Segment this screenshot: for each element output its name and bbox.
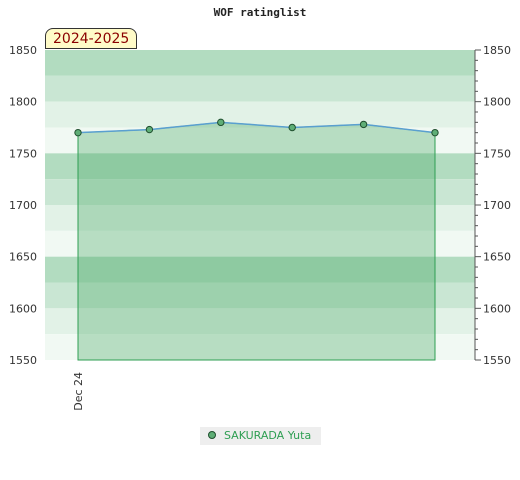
background-band xyxy=(45,256,475,283)
y-tick-label-right: 1800 xyxy=(483,96,511,109)
y-tick-label-left: 1700 xyxy=(9,199,37,212)
background-band xyxy=(45,127,475,154)
data-point xyxy=(359,120,368,129)
y-tick-label-left: 1800 xyxy=(9,96,37,109)
y-tick-label-right: 1700 xyxy=(483,199,511,212)
y-tick-label-left: 1550 xyxy=(9,354,37,367)
background-band xyxy=(45,230,475,257)
legend-series-label: SAKURADA Yuta xyxy=(224,429,312,442)
x-tick-label: Dec 24 xyxy=(72,372,85,411)
marks-layer xyxy=(74,118,439,137)
legend-marker-icon xyxy=(208,431,216,439)
y-tick-label-left: 1850 xyxy=(9,44,37,57)
background-band xyxy=(45,101,475,128)
data-point xyxy=(217,118,225,127)
background-band xyxy=(45,153,475,180)
season-tag: 2024-2025 xyxy=(45,28,138,49)
data-point xyxy=(74,128,82,137)
axes-layer: 1550 1550 1600 1600 1650 1650 1700 1700 1750 1750… xyxy=(9,44,511,411)
y-tick-label-left: 1750 xyxy=(9,147,37,160)
y-tick-label-right: 1750 xyxy=(483,147,511,160)
data-point xyxy=(288,123,296,132)
y-tick-label-right: 1650 xyxy=(483,251,511,264)
y-tick-label-right: 1600 xyxy=(483,302,511,315)
data-point xyxy=(431,128,439,137)
background-band xyxy=(45,334,475,360)
area-layer xyxy=(77,121,436,361)
y-tick-label-left: 1600 xyxy=(9,302,37,315)
y-tick-label-right: 1850 xyxy=(483,44,511,57)
background-band xyxy=(45,179,475,205)
data-point xyxy=(145,125,154,134)
background-bands xyxy=(45,50,475,360)
legend: SAKURADA Yuta xyxy=(200,427,321,445)
background-band xyxy=(45,308,475,335)
background-band xyxy=(45,205,475,231)
y-tick-label-right: 1550 xyxy=(483,354,511,367)
background-band xyxy=(45,50,475,76)
background-band xyxy=(45,75,475,102)
series-line xyxy=(77,121,436,134)
y-tick-label-left: 1650 xyxy=(9,251,37,264)
chart-title: WOF ratinglist xyxy=(213,6,307,19)
background-band xyxy=(45,282,475,309)
series-area xyxy=(77,121,436,361)
